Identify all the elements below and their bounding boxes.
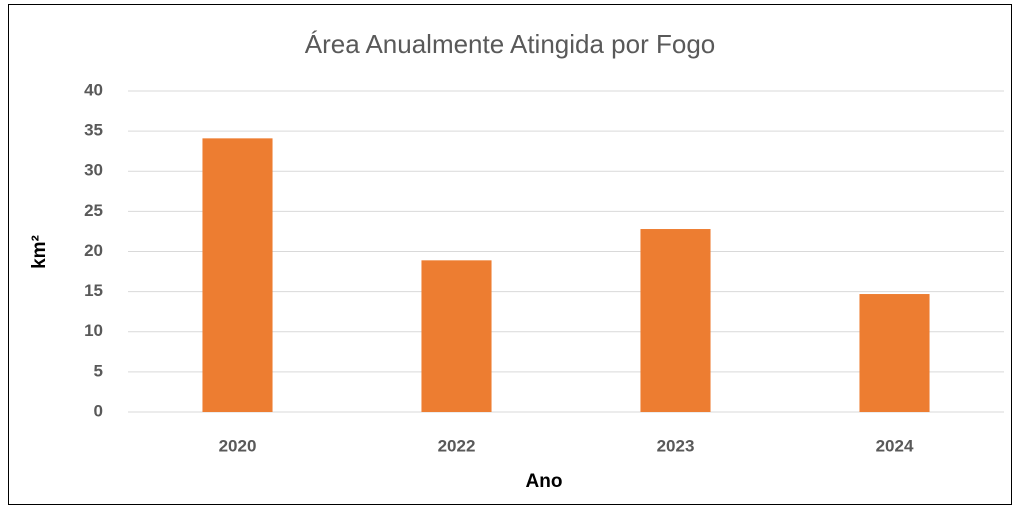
bar: [202, 138, 273, 412]
bar: [640, 229, 711, 412]
y-axis-title: km²: [29, 235, 50, 269]
x-tick-label: 2023: [657, 436, 695, 455]
y-tick-label: 20: [84, 241, 103, 260]
x-tick-label: 2020: [219, 436, 257, 455]
y-tick-label: 40: [84, 80, 103, 99]
y-tick-label: 0: [94, 401, 103, 420]
x-axis-title: Ano: [526, 471, 563, 492]
x-tick-label: 2022: [438, 436, 476, 455]
y-tick-label: 15: [84, 281, 103, 300]
y-tick-label: 5: [94, 361, 103, 380]
y-tick-label: 10: [84, 321, 103, 340]
bar: [859, 294, 930, 412]
x-tick-label: 2024: [876, 436, 914, 455]
y-tick-label: 30: [84, 161, 103, 180]
y-tick-label: 35: [84, 121, 103, 140]
chart-title: Área Anualmente Atingida por Fogo: [305, 29, 716, 59]
bar: [421, 260, 492, 412]
chart-frame: [8, 4, 1012, 505]
y-tick-label: 25: [84, 201, 103, 220]
